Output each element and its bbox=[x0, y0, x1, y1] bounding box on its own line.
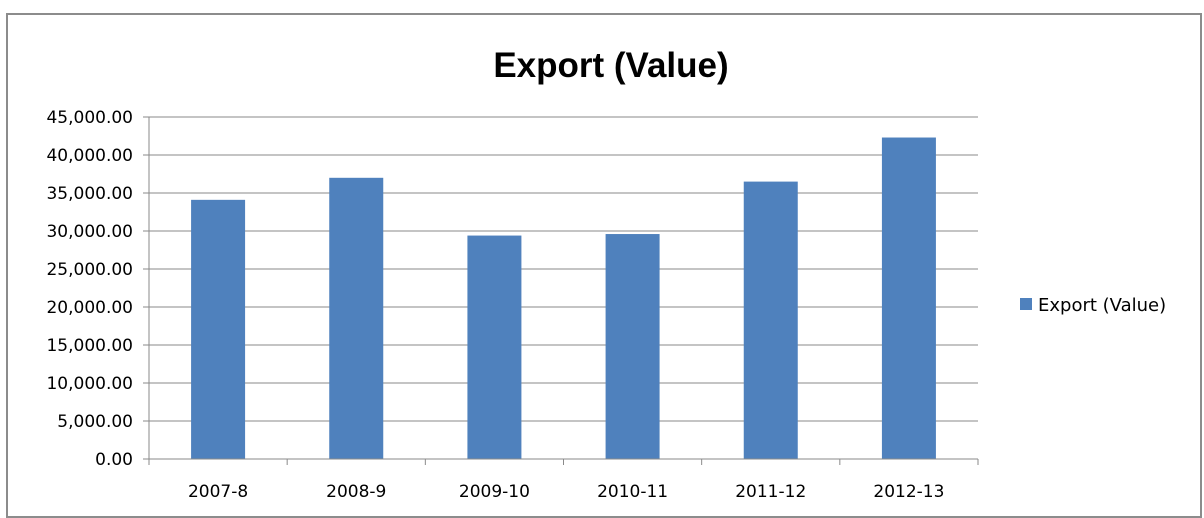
y-tick-label: 25,000.00 bbox=[46, 260, 133, 280]
legend-swatch bbox=[1020, 298, 1032, 310]
y-tick-label: 35,000.00 bbox=[46, 184, 133, 204]
x-tick-label: 2009-10 bbox=[459, 482, 530, 502]
bar bbox=[743, 181, 798, 459]
bars bbox=[191, 137, 936, 460]
y-tick-label: 0.00 bbox=[95, 450, 133, 470]
bar bbox=[881, 137, 936, 459]
y-tick-label: 5,000.00 bbox=[57, 412, 133, 432]
bar bbox=[467, 235, 522, 459]
y-tick-label: 40,000.00 bbox=[46, 146, 133, 166]
bar bbox=[605, 234, 660, 459]
x-tick-label: 2007-8 bbox=[188, 482, 248, 502]
x-tick-label: 2008-9 bbox=[326, 482, 386, 502]
x-tick-label: 2012-13 bbox=[873, 482, 944, 502]
legend-label: Export (Value) bbox=[1038, 295, 1166, 316]
x-tick-label: 2011-12 bbox=[735, 482, 806, 502]
y-tick-label: 15,000.00 bbox=[46, 336, 133, 356]
bar bbox=[329, 177, 384, 460]
y-axis-tick-labels: 0.00 5,000.00 10,000.00 15,000.00 20,000.00 2… bbox=[46, 108, 133, 470]
chart-title: Export (Value) bbox=[493, 46, 728, 85]
y-tick-label: 30,000.00 bbox=[46, 222, 133, 242]
x-axis-tick-labels: 2007-8 2008-9 2009-10 2010-11 2011-12 2012-13 bbox=[188, 482, 944, 502]
y-tick-label: 10,000.00 bbox=[46, 374, 133, 394]
gridlines bbox=[143, 116, 978, 460]
bar bbox=[191, 199, 246, 459]
axes bbox=[148, 117, 979, 465]
y-tick-label: 20,000.00 bbox=[46, 298, 133, 318]
legend: Export (Value) bbox=[1020, 295, 1166, 316]
y-tick-label: 45,000.00 bbox=[46, 108, 133, 128]
x-tick-label: 2010-11 bbox=[597, 482, 668, 502]
